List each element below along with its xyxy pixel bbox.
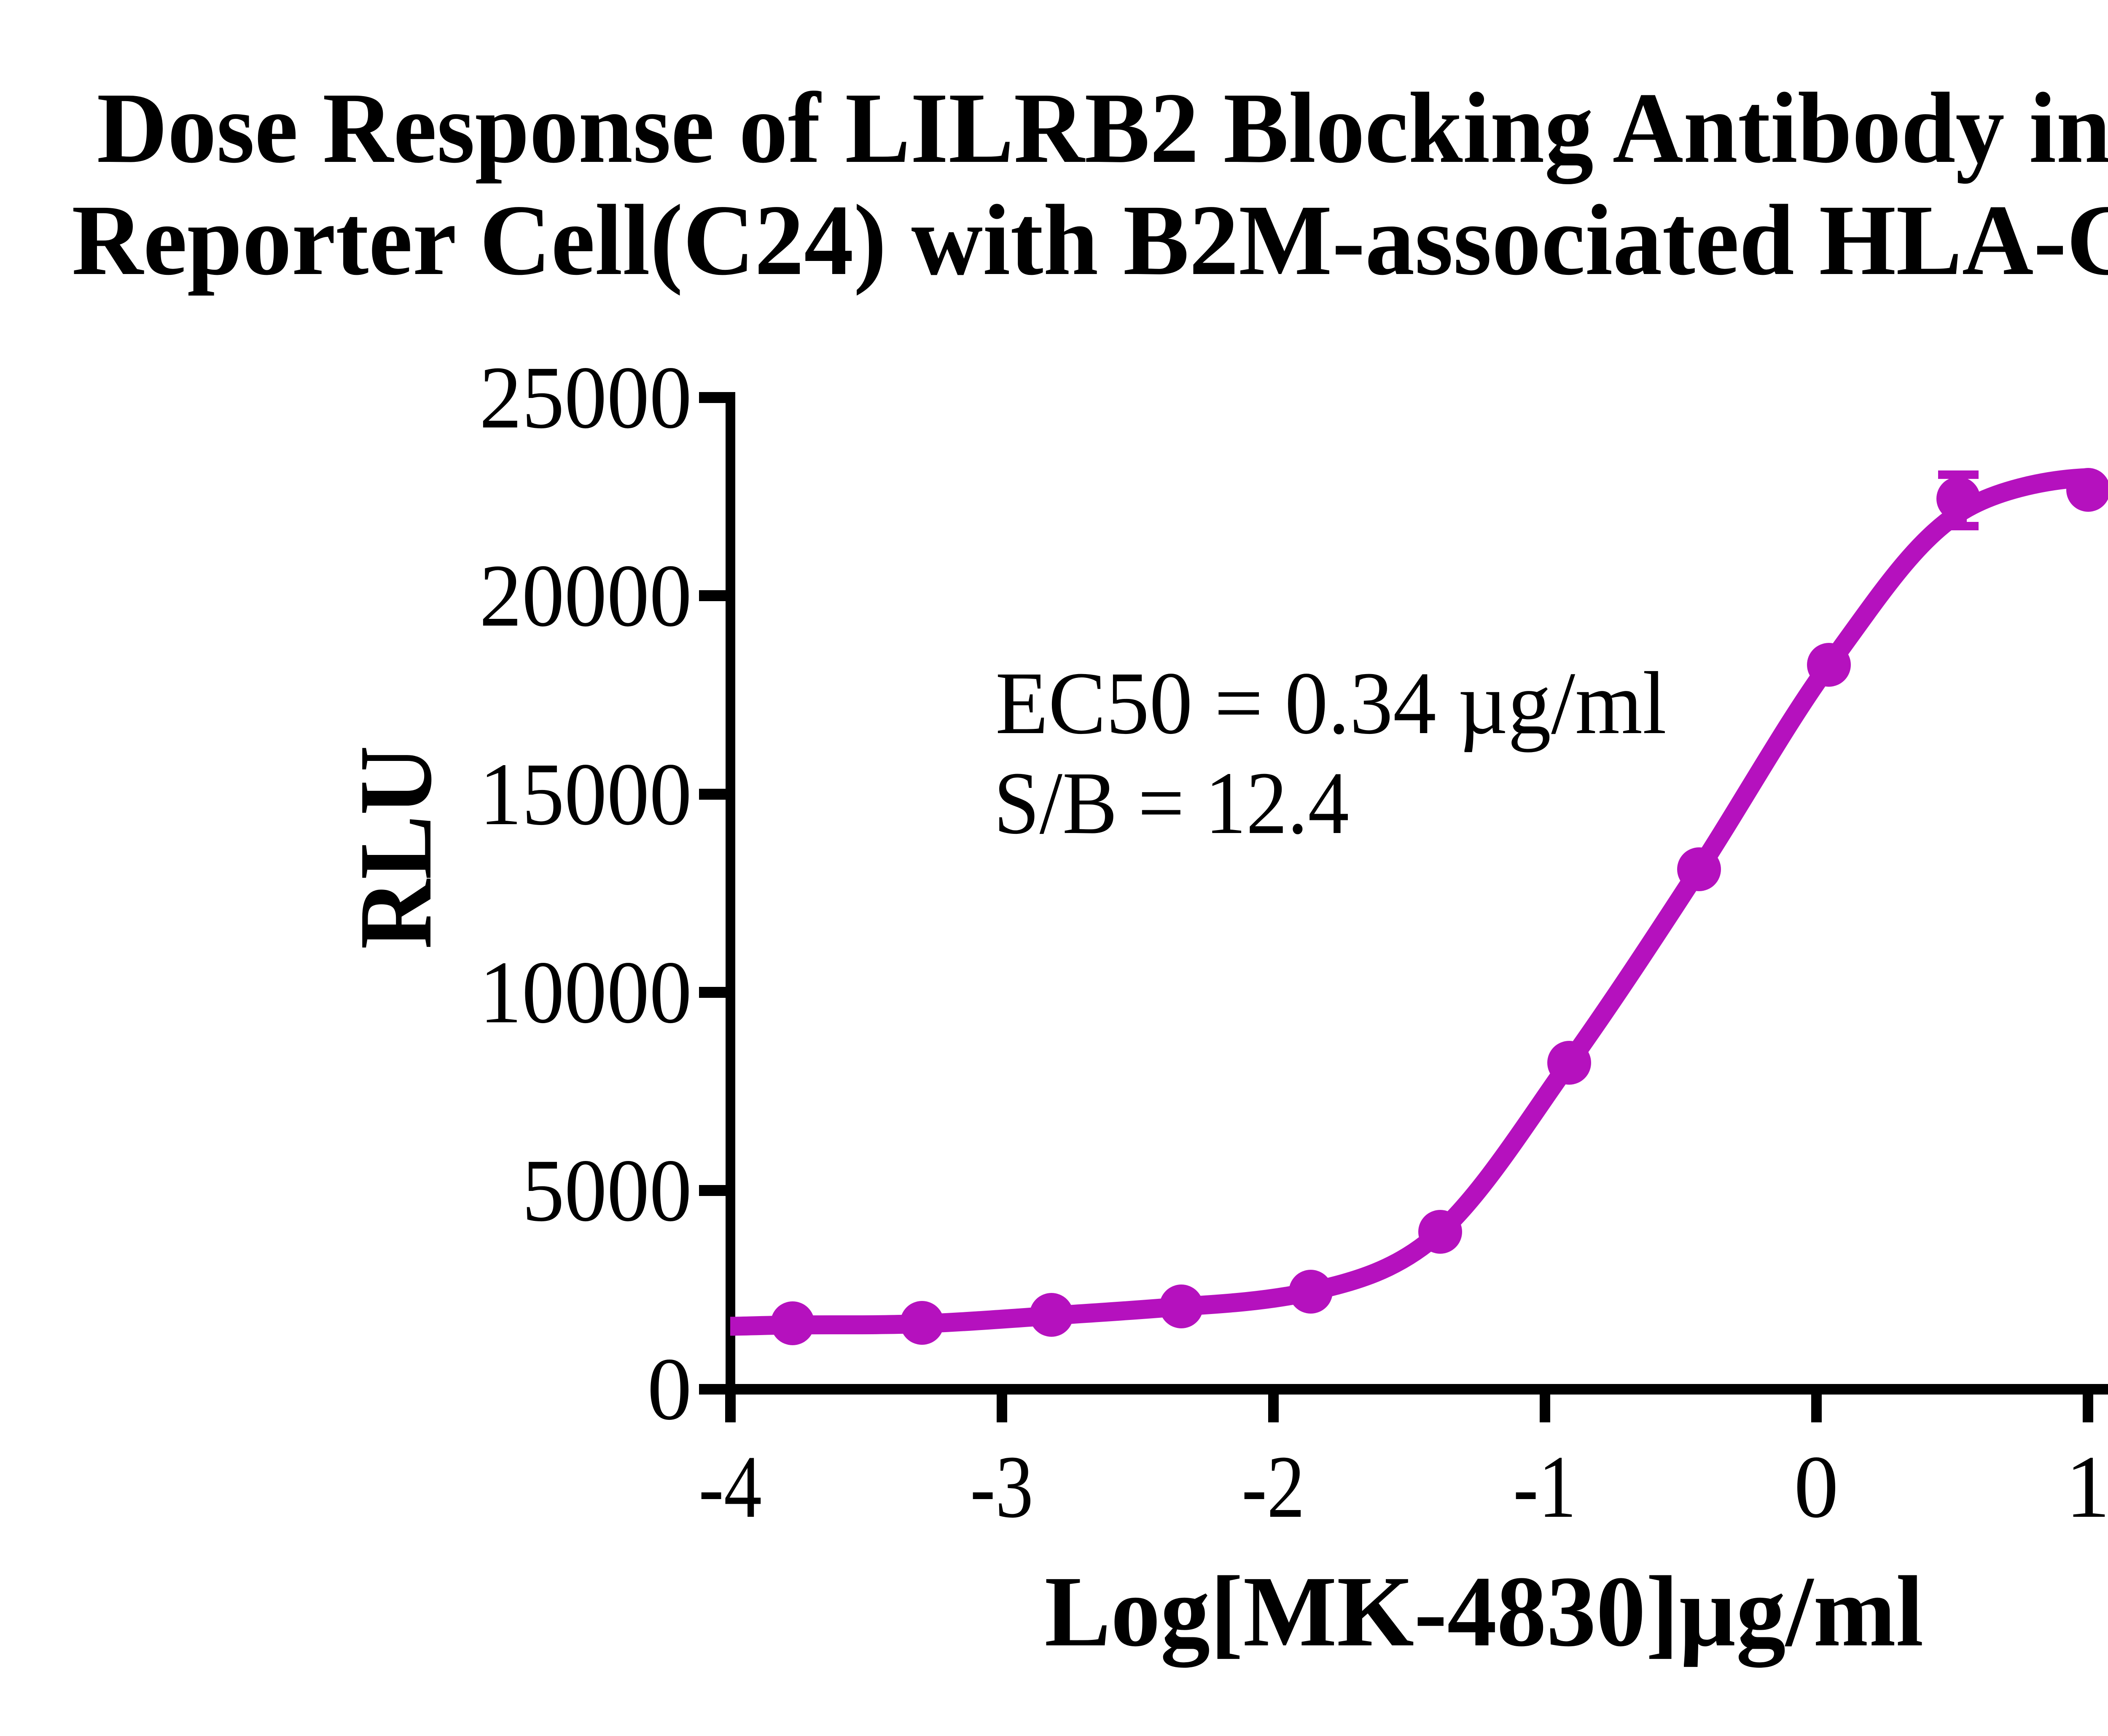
svg-text:Log[MK-4830]µg/ml: Log[MK-4830]µg/ml xyxy=(1045,1555,1924,1668)
svg-text:20000: 20000 xyxy=(479,546,692,645)
svg-text:Dose Response of LILRB2 Blocki: Dose Response of LILRB2 Blocking Antibod… xyxy=(97,72,2108,184)
svg-text:-2: -2 xyxy=(1242,1437,1305,1536)
svg-text:25000: 25000 xyxy=(479,348,692,447)
svg-text:RLU: RLU xyxy=(338,746,453,949)
svg-text:0: 0 xyxy=(1794,1437,1839,1536)
svg-text:5000: 5000 xyxy=(522,1141,692,1240)
svg-text:S/B = 12.4: S/B = 12.4 xyxy=(994,753,1349,852)
svg-text:0: 0 xyxy=(647,1339,692,1438)
svg-text:Reporter Cell(C24) with B2M-a: Reporter Cell(C24) with B2M-associated H… xyxy=(72,184,2108,296)
svg-text:-3: -3 xyxy=(970,1437,1033,1536)
svg-text:-1: -1 xyxy=(1513,1437,1576,1536)
svg-text:-4: -4 xyxy=(699,1437,762,1536)
svg-text:EC50 = 0.34 µg/ml: EC50 = 0.34 µg/ml xyxy=(995,653,1667,752)
svg-text:1: 1 xyxy=(2065,1437,2108,1536)
svg-text:10000: 10000 xyxy=(479,943,692,1042)
svg-text:15000: 15000 xyxy=(479,744,692,844)
